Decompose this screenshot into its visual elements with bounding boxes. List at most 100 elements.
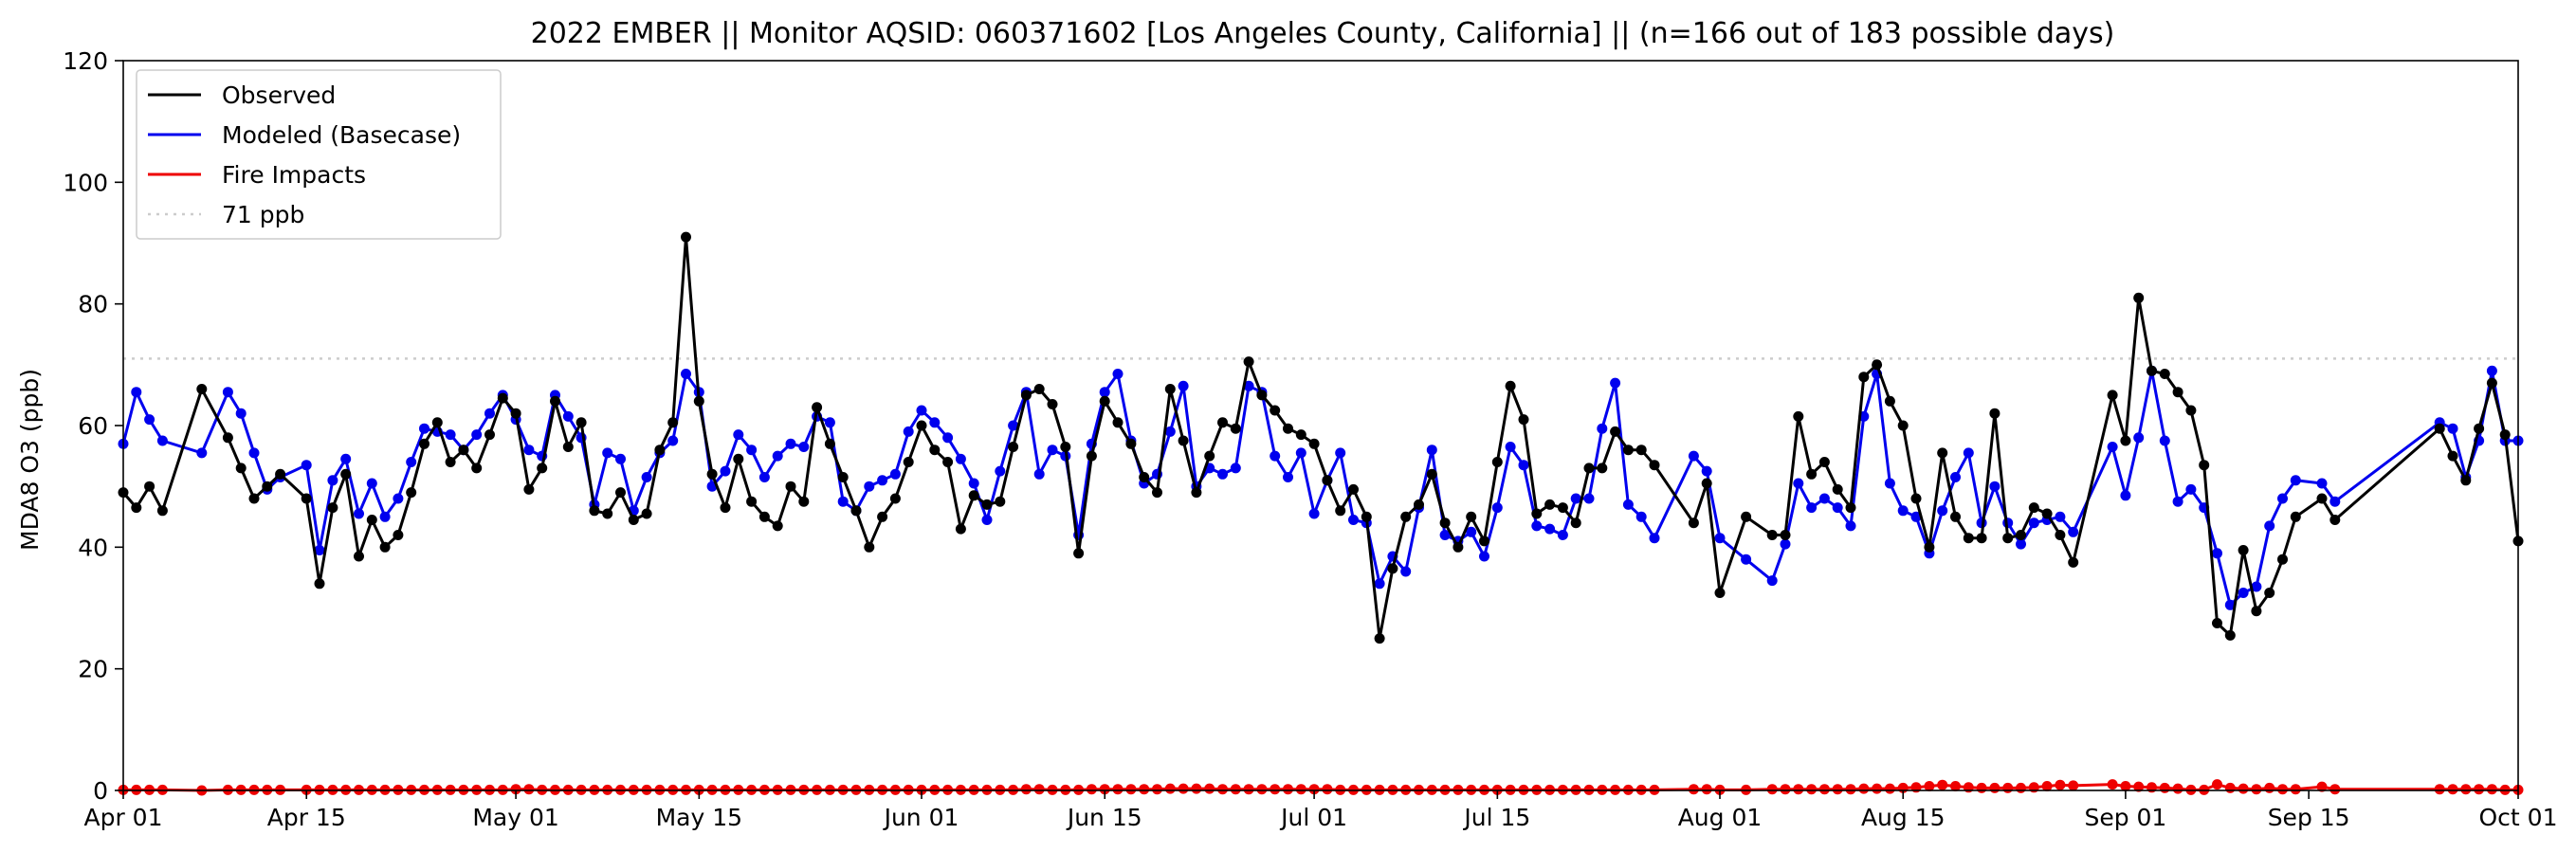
data-point-modeled [1217, 468, 1228, 480]
data-point-fire [2277, 784, 2288, 795]
data-point-observed [1910, 493, 1922, 504]
data-point-modeled [720, 465, 731, 477]
x-tick-label: Aug 15 [1861, 804, 1946, 831]
data-point-fire [1204, 783, 1215, 794]
data-point-modeled [1780, 538, 1791, 550]
data-point-modeled [1230, 463, 1241, 474]
data-point-observed [393, 530, 404, 540]
y-tick-label: 0 [93, 777, 108, 805]
data-point-fire [2460, 784, 2472, 795]
data-point-observed [1164, 384, 1176, 394]
data-point-modeled [1400, 566, 1412, 577]
data-point-modeled [2264, 520, 2275, 532]
data-point-observed [2277, 554, 2288, 565]
data-point-modeled [248, 447, 260, 459]
data-point-fire [2212, 779, 2222, 790]
data-point-observed [510, 408, 521, 419]
data-point-modeled [864, 481, 875, 492]
data-point-observed [1897, 420, 1909, 431]
data-point-modeled [1033, 468, 1045, 480]
data-point-observed [354, 551, 364, 562]
data-point-observed [1806, 468, 1818, 480]
data-point-fire [1845, 784, 1856, 795]
data-point-observed [1989, 408, 2001, 419]
data-point-observed [2120, 435, 2131, 446]
data-point-modeled [681, 369, 691, 379]
data-point-observed [889, 493, 901, 504]
data-point-observed [693, 395, 704, 407]
data-point-fire [1112, 784, 1124, 795]
data-point-fire [1243, 784, 1254, 795]
data-point-observed [864, 541, 875, 553]
data-point-fire [2434, 784, 2445, 795]
data-point-modeled [1688, 450, 1699, 462]
data-point-observed [484, 429, 495, 441]
data-point-modeled [1047, 445, 1058, 456]
data-point-modeled [1557, 530, 1568, 540]
data-point-observed [2290, 511, 2301, 522]
data-point-fire [2016, 782, 2026, 793]
data-point-observed [1112, 417, 1124, 428]
data-point-observed [720, 502, 731, 514]
data-point-observed [1872, 359, 1883, 371]
data-point-observed [1531, 508, 1543, 519]
data-point-modeled [1099, 387, 1110, 398]
data-point-observed [2224, 629, 2236, 641]
data-point-observed [1033, 384, 1045, 394]
x-tick-label: Sep 15 [2268, 804, 2350, 831]
data-point-observed [1125, 438, 1137, 449]
data-point-observed [2474, 423, 2485, 434]
data-point-fire [1308, 784, 1320, 795]
data-point-observed [1714, 588, 1726, 598]
y-tick-label: 40 [78, 534, 108, 561]
data-point-fire [510, 784, 521, 795]
data-point-observed [1793, 410, 1804, 422]
data-point-observed [1295, 429, 1306, 441]
data-point-fire [1872, 783, 1883, 794]
data-point-observed [1597, 463, 1608, 474]
data-point-observed [1283, 423, 1293, 434]
data-point-modeled [144, 414, 155, 426]
x-tick-label: May 15 [656, 804, 742, 831]
data-point-modeled [1583, 493, 1595, 504]
data-point-observed [458, 445, 469, 456]
data-point-fire [2002, 782, 2014, 793]
data-point-modeled [222, 387, 233, 398]
data-point-modeled [758, 472, 770, 482]
data-point-observed [1610, 426, 1621, 437]
data-point-observed [379, 541, 391, 553]
data-point-modeled [615, 453, 626, 464]
data-point-observed [929, 445, 941, 456]
data-point-observed [445, 457, 456, 467]
data-point-fire [1832, 784, 1843, 795]
data-point-fire [1099, 784, 1110, 795]
data-point-observed [2460, 475, 2472, 486]
data-point-fire [1924, 781, 1935, 791]
data-point-fire [2316, 781, 2328, 792]
data-point-modeled [354, 508, 364, 519]
data-point-modeled [785, 438, 796, 449]
data-point-modeled [562, 410, 574, 422]
data-point-modeled [1570, 493, 1581, 504]
data-point-fire [1989, 782, 2001, 793]
data-point-observed [706, 468, 718, 480]
data-point-fire [1976, 782, 1987, 793]
data-point-observed [641, 508, 652, 519]
data-point-fire [1020, 784, 1032, 795]
x-tick-label: Jun 15 [1066, 804, 1142, 831]
data-point-observed [1020, 390, 1032, 401]
data-point-modeled [1466, 526, 1477, 537]
data-point-modeled [2068, 526, 2079, 537]
data-point-modeled [772, 450, 783, 462]
data-point-observed [235, 463, 247, 474]
data-point-fire [1818, 784, 1830, 795]
data-point-modeled [1766, 575, 1778, 587]
data-point-fire [1766, 784, 1778, 795]
data-point-fire [1178, 783, 1189, 794]
data-point-observed [654, 445, 666, 456]
data-point-observed [1374, 633, 1385, 644]
data-point-observed [903, 457, 914, 467]
data-point-observed [733, 453, 744, 464]
data-point-observed [602, 508, 613, 519]
data-point-observed [1649, 460, 1660, 471]
